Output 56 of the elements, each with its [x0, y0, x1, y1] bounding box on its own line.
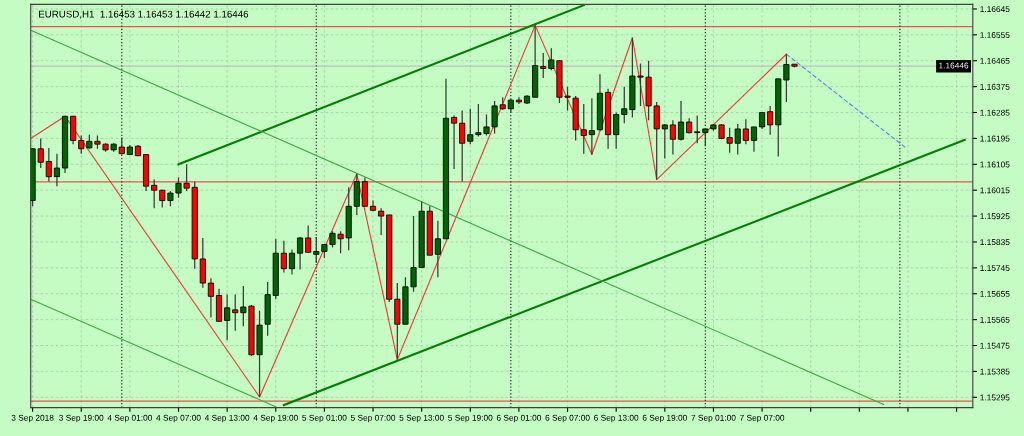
y-tick-label: 1.15475 — [980, 342, 1010, 349]
candlestick — [451, 114, 458, 170]
x-tick-label: 7 Sep 07:00 — [740, 414, 785, 423]
candlestick — [661, 123, 668, 160]
candlestick — [613, 111, 620, 150]
y-tick-label: 1.16645 — [980, 6, 1010, 13]
candlestick — [224, 293, 231, 341]
y-tick-label: 1.16015 — [980, 187, 1010, 194]
y-tick-label: 1.15655 — [980, 290, 1010, 297]
x-tick-label: 5 Sep 07:00 — [350, 414, 396, 423]
candlestick — [588, 97, 595, 156]
y-tick-label: 1.15835 — [980, 239, 1010, 246]
candlestick — [151, 178, 158, 209]
candlestick — [378, 207, 385, 236]
candlestick — [305, 224, 312, 253]
candlestick — [742, 118, 749, 145]
x-tick-label: 4 Sep 19:00 — [253, 414, 298, 423]
x-tick-label: 3 Sep 2018 — [11, 414, 54, 423]
candlestick — [207, 277, 214, 319]
y-tick-label: 1.15565 — [980, 316, 1010, 323]
candlestick — [45, 147, 52, 183]
x-tick-label: 4 Sep 13:00 — [204, 414, 250, 423]
candlestick — [53, 153, 60, 187]
x-tick-label: 5 Sep 19:00 — [448, 414, 493, 423]
candlestick — [280, 240, 287, 274]
y-tick-label: 1.15385 — [980, 368, 1010, 375]
candlestick — [669, 119, 676, 156]
candlestick — [767, 105, 774, 136]
candlestick — [297, 236, 304, 271]
x-tick-label: 4 Sep 07:00 — [156, 414, 201, 423]
candlestick — [434, 220, 441, 278]
x-tick-label: 3 Sep 19:00 — [59, 414, 104, 423]
y-tick-label: 1.15295 — [980, 394, 1010, 401]
candlestick — [288, 248, 296, 276]
x-tick-label: 4 Sep 01:00 — [107, 414, 153, 423]
candlestick — [677, 100, 685, 142]
x-tick-label: 5 Sep 13:00 — [399, 414, 444, 423]
candlestick — [515, 96, 522, 105]
y-tick-label: 1.16375 — [980, 83, 1010, 90]
y-tick-label: 1.16105 — [980, 161, 1010, 168]
x-tick-label: 7 Sep 01:00 — [691, 414, 736, 423]
y-tick-label: 1.16195 — [980, 135, 1010, 142]
x-tick-label: 6 Sep 01:00 — [496, 414, 542, 423]
x-tick-label: 6 Sep 19:00 — [642, 414, 687, 423]
text: EURUSD,H1 1.16453 1.16453 1.16442 1.16446 — [39, 10, 249, 19]
candlestick — [459, 109, 466, 183]
x-tick-label: 6 Sep 13:00 — [594, 414, 639, 423]
candlestick — [750, 126, 758, 153]
y-tick-label: 1.15745 — [980, 265, 1010, 271]
y-tick-label: 1.16555 — [980, 32, 1010, 38]
ref-line-label: 1.16446 — [939, 62, 969, 69]
y-tick-label: 1.16285 — [980, 109, 1010, 116]
x-tick-label: 6 Sep 07:00 — [545, 414, 590, 423]
y-tick-label: 1.16465 — [980, 57, 1010, 64]
x-tick-label: 5 Sep 01:00 — [302, 414, 347, 423]
y-tick-label: 1.15925 — [980, 213, 1010, 220]
